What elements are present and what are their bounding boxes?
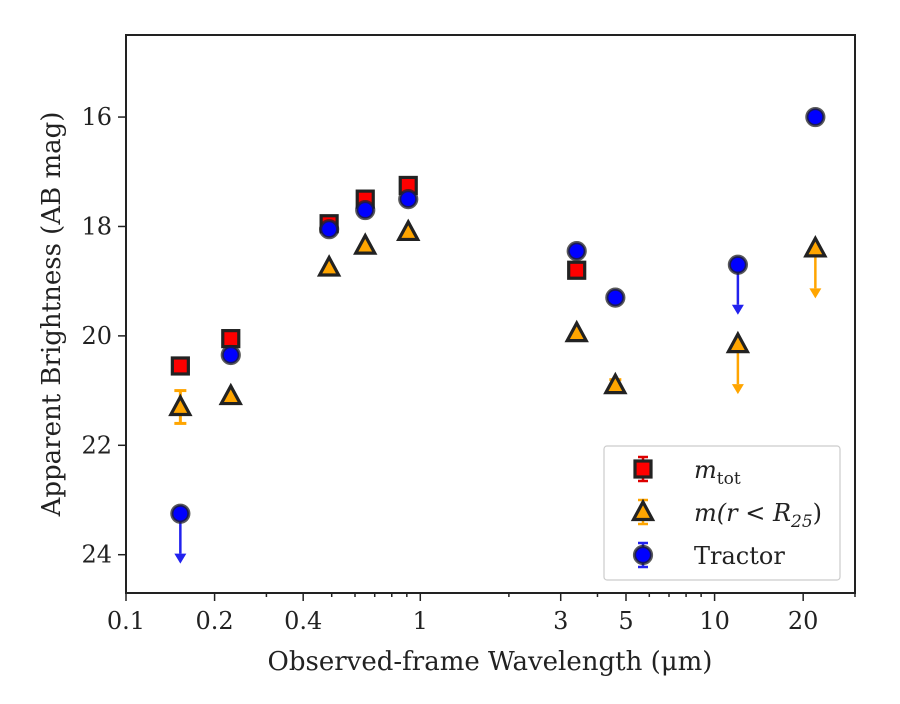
legend-marker-square [633,459,653,479]
data-point-circle [727,254,748,275]
data-point-circle [605,287,626,308]
x-tick-label: 0.1 [107,607,145,635]
data-point-triangle [564,319,589,343]
legend-label-2: Tractor [694,542,785,570]
data-point-circle [566,240,587,262]
y-tick-label: 20 [81,322,112,350]
y-tick-label: 22 [81,431,112,459]
legend-box [603,445,841,581]
axis-ticks: 0.1 0.2 0.4 1 3 5 10 20 16 18 20 22 24 [81,103,856,635]
legend-marker-circle [632,544,654,566]
x-tick-label: 20 [788,607,819,635]
upper-limit-arrow-head [174,553,187,564]
y-tick-label: 18 [81,212,112,240]
data-point-circle [220,344,241,366]
data-point-circle [319,219,340,240]
data-point-triangle [218,382,243,406]
x-tick-label: 3 [553,607,568,635]
data-point-triangle [396,218,421,242]
data-point-square [567,260,587,280]
data-point-triangle [353,232,378,255]
upper-limit-arrow-head [731,384,744,395]
plot-frame [125,34,856,594]
upper-limit-arrow-head [731,304,744,315]
series-2 [170,106,826,564]
x-tick-label: 0.2 [196,607,234,635]
data-point-circle [398,189,419,210]
legend-label-0: mtot [694,456,741,489]
x-axis-label: Observed-frame Wavelength (μm) [268,647,713,677]
x-tick-label: 5 [618,607,633,635]
upper-limit-arrow-head [809,288,822,299]
data-point-triangle [316,254,342,277]
y-tick-label: 24 [81,541,112,569]
data-point-circle [805,106,826,128]
data-point-circle [170,503,191,524]
series-1 [168,218,828,425]
data-point-triangle [803,234,828,258]
x-tick-label: 1 [413,607,428,635]
legend: mtot m(r < R25) Tractor [603,445,841,581]
y-axis-label: Apparent Brightness (AB mag) [37,112,67,518]
data-point-square [170,356,190,376]
legend-label-1: m(r < R25) [694,499,822,532]
data-point-triangle [603,371,628,395]
data-point-triangle [168,393,193,417]
legend-marker-triangle [630,498,656,522]
data-marks [168,106,828,564]
x-tick-label: 10 [699,607,730,635]
data-point-triangle [725,330,751,354]
y-tick-label: 16 [81,103,112,131]
data-point-square [221,329,241,349]
series-0 [170,175,587,376]
data-point-circle [355,199,376,221]
x-tick-label: 0.4 [284,607,322,635]
